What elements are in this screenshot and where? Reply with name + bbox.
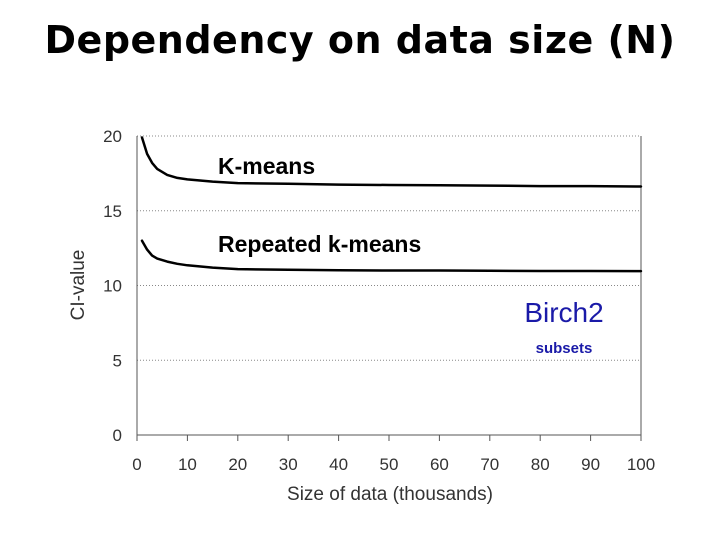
- y-tick-label: 10: [103, 277, 122, 296]
- dataset-label: Birch2: [524, 297, 603, 328]
- axis-layer: [136, 136, 642, 441]
- x-tick-label: 10: [178, 455, 197, 474]
- dataset-sublabel: subsets: [536, 340, 593, 357]
- x-tick-label: 80: [531, 455, 550, 474]
- x-tick-label: 60: [430, 455, 449, 474]
- series-layer: [140, 136, 643, 273]
- x-tick-label: 20: [228, 455, 247, 474]
- x-tick-label: 30: [279, 455, 298, 474]
- x-tick-label: 70: [480, 455, 499, 474]
- x-axis-label: Size of data (thousands): [287, 484, 493, 505]
- slide-title: Dependency on data size (N): [44, 18, 676, 62]
- y-tick-label: 0: [113, 426, 122, 445]
- series-line-1: [140, 136, 643, 188]
- x-tick-label: 50: [380, 455, 399, 474]
- x-tick-label: 0: [132, 455, 141, 474]
- series-line-2: [140, 239, 643, 273]
- y-tick-label: 20: [103, 127, 122, 146]
- series-label-repeated-k-means: Repeated k-means: [218, 231, 421, 257]
- grid-layer: [137, 135, 641, 361]
- x-tick-label: 90: [581, 455, 600, 474]
- y-tick-label: 5: [113, 351, 122, 370]
- x-tick-label: 100: [627, 455, 655, 474]
- y-axis-label: CI-value: [68, 250, 89, 321]
- label-layer: 0 5 10 15 20 0 10 20 30 40 50 60 70 80 90 100: [103, 127, 655, 474]
- y-tick-label: 15: [103, 202, 122, 221]
- series-label-k-means: K-means: [218, 153, 315, 179]
- x-tick-label: 40: [329, 455, 348, 474]
